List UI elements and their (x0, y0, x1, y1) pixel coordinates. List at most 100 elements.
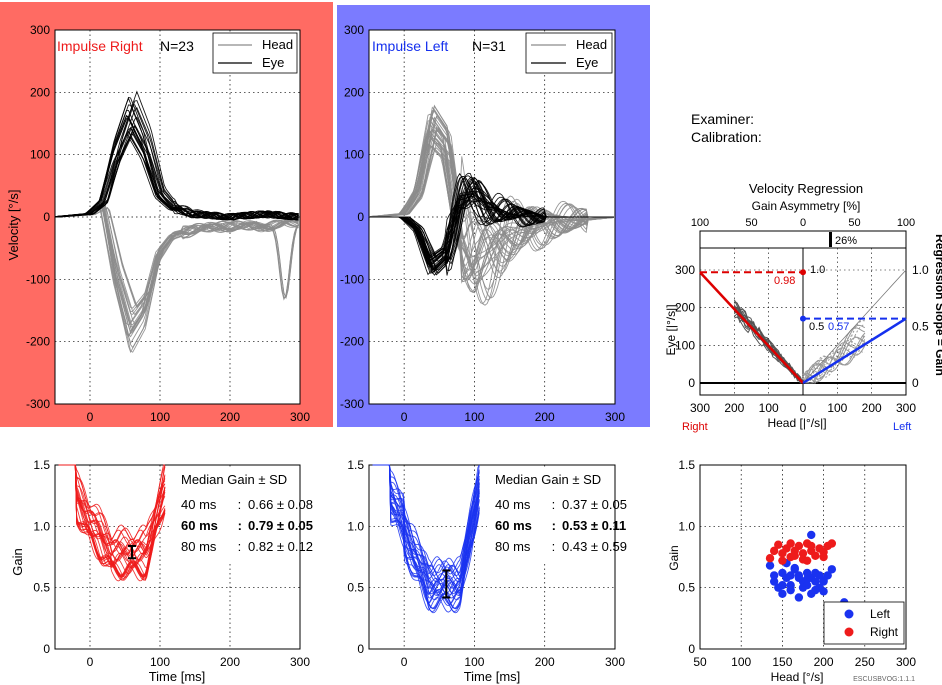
top-tick-label: 100 (897, 217, 915, 229)
left-point (794, 573, 804, 583)
x-tick-label: 250 (855, 655, 875, 669)
y-tick-label: 200 (344, 85, 364, 99)
gain-40ms: 40 ms :0.37 ± 0.05 (495, 497, 627, 512)
footer-version: ESCUSBVOG:1.1.1 (853, 676, 915, 683)
legend-right-marker (844, 627, 854, 637)
x-tick-label: 0 (401, 410, 408, 424)
gain-separator: : (548, 497, 555, 512)
right-point (819, 552, 828, 562)
ms-label: 60 ms (495, 518, 532, 533)
velocity-regression-plot: Velocity Regression Gain Asymmetry [%] 1… (664, 181, 942, 433)
y-tick-label: 1.0 (347, 519, 364, 533)
left-slope-value: 0.57 (828, 321, 849, 333)
y-tick-label: 0 (43, 210, 50, 224)
gain-separator: : (548, 539, 555, 554)
gain-asymmetry-label: Gain Asymmetry [%] (752, 199, 861, 213)
x-tick-label: 150 (772, 655, 792, 669)
y-tick-label: 300 (344, 23, 364, 37)
y-tick-label: 0 (357, 210, 364, 224)
ms-label: 80 ms (181, 539, 217, 554)
y-tick-label: 1.5 (347, 458, 364, 472)
y-tick-label: -100 (26, 272, 50, 286)
gain-40ms: 40 ms :0.66 ± 0.08 (181, 497, 313, 512)
right-regression-line (699, 271, 804, 384)
ms-label: 40 ms (495, 497, 531, 512)
right-point (811, 551, 820, 560)
eye-trace (54, 127, 299, 220)
left-point (778, 589, 787, 598)
left-point (802, 568, 812, 578)
asymmetry-marker (829, 232, 832, 247)
y-tick-label: 0 (688, 376, 695, 390)
x-tick-label: 200 (862, 401, 882, 415)
gain-value: 0.79 ± 0.05 (248, 518, 313, 533)
right-point (802, 556, 812, 565)
top-tick-label: 100 (691, 217, 709, 229)
x-tick-label: 100 (759, 401, 779, 415)
calibration-label: Calibration: (691, 129, 762, 145)
x-tick-label: 200 (814, 655, 834, 669)
y-tick-label: 0 (357, 642, 364, 656)
x-tick-label: 300 (690, 401, 710, 415)
legend: Head Eye (212, 32, 298, 74)
gain-trace (58, 464, 166, 544)
right-tick-label: 1.0 (912, 263, 929, 277)
left-impulse-trace (803, 335, 866, 384)
ms-label: 60 ms (181, 518, 218, 533)
median-header: Median Gain ± SD (181, 472, 287, 487)
head-trace (369, 123, 614, 285)
plot-title: Impulse Right (57, 38, 143, 54)
left-regression-line (802, 317, 907, 385)
count-label: N=31 (472, 38, 506, 54)
right-tick-label: 0.5 (912, 320, 929, 334)
gain-value: 0.82 ± 0.12 (248, 539, 313, 554)
y-tick-label: 100 (30, 148, 50, 162)
x-tick-label: 100 (731, 655, 751, 669)
left-point (807, 589, 816, 598)
gain-value: 0.37 ± 0.05 (562, 497, 627, 512)
x-tick-label: 300 (605, 655, 625, 669)
right-point (807, 541, 816, 551)
head-trace (368, 113, 614, 293)
gain-separator: : (234, 539, 241, 554)
x-tick-label: 0 (87, 410, 94, 424)
legend: Head Eye (525, 32, 613, 74)
gain-80ms: 80 ms :0.43 ± 0.59 (495, 539, 627, 554)
legend-head-label: Head (262, 37, 293, 52)
x-tick-label: 300 (896, 401, 916, 415)
top-tick-label: 50 (848, 217, 860, 229)
left-point (786, 571, 795, 580)
x-tick-label: 0 (401, 655, 408, 669)
y-tick-label: 1.0 (33, 519, 50, 533)
impulse-left-velocity-plot: 0 100 200 300 300 200 100 0 -100 -200 -300 Impulse… (340, 23, 625, 424)
x-tick-label: 200 (220, 655, 240, 669)
legend-eye-label: Eye (262, 55, 284, 70)
legend-right-label: Right (870, 625, 899, 639)
x-axis-label: Time [ms] (464, 669, 521, 684)
eye-trace (55, 100, 299, 221)
y-tick-label: 0.5 (33, 581, 50, 595)
y-tick-label: 300 (675, 263, 695, 277)
y-tick-label: 0 (43, 642, 50, 656)
gain-value: 0.43 ± 0.59 (562, 539, 627, 554)
legend-eye-label: Eye (576, 55, 598, 70)
right-point (790, 551, 799, 560)
left-point (819, 587, 828, 596)
x-tick-label: 0 (800, 401, 807, 415)
left-point (815, 571, 824, 580)
eye-trace (54, 133, 299, 221)
gain-value: 0.53 ± 0.11 (562, 518, 626, 533)
gain-80ms: 80 ms :0.82 ± 0.12 (181, 539, 313, 554)
right-slope-marker (800, 269, 806, 276)
legend-left-marker (844, 609, 854, 619)
y-tick-label: -300 (340, 397, 364, 411)
y-axis-label: Gain (10, 548, 25, 575)
right-slope-value: 0.98 (774, 275, 795, 287)
gain-separator: : (234, 518, 242, 533)
right-axis-label: Regression Slope = Gain (933, 234, 942, 376)
right-impulse-trace (734, 302, 804, 384)
gain-60ms: 60 ms :0.79 ± 0.05 (181, 518, 313, 533)
left-impulse-trace (803, 320, 865, 384)
left-point (794, 593, 804, 602)
